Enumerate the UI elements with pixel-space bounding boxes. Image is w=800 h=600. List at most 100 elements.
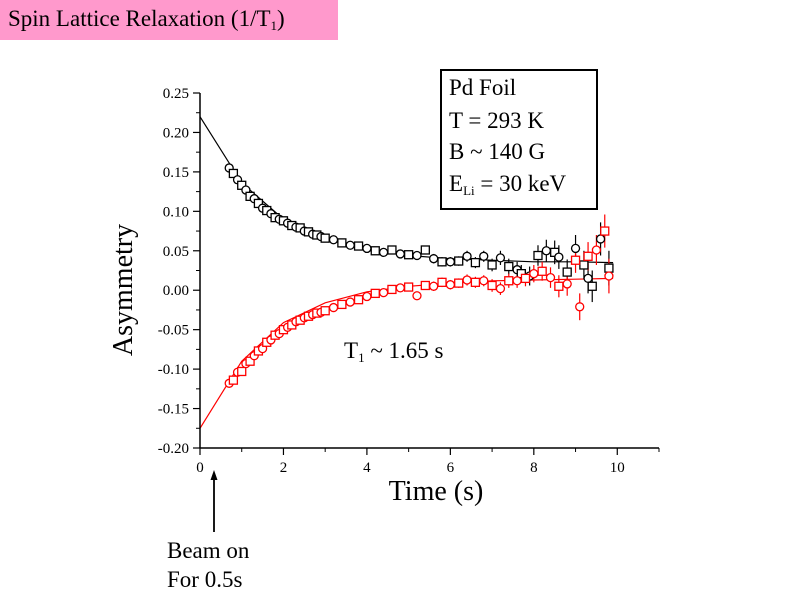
energy-subscript: Li: [463, 183, 475, 198]
energy-symbol: E: [449, 171, 464, 196]
data-point-circle: [495, 283, 506, 294]
data-point-square: [533, 250, 543, 261]
data-point-square: [420, 245, 430, 255]
x-tick-label: 8: [530, 460, 538, 476]
data-point-circle: [562, 279, 572, 289]
data-point-circle: [395, 283, 405, 293]
data-point-circle: [345, 240, 355, 250]
title-banner: Spin Lattice Relaxation (1/T1): [0, 0, 338, 40]
data-point-square: [237, 366, 247, 377]
data-point-square: [554, 281, 564, 291]
data-point-circle: [378, 247, 389, 258]
t1-subscript: 1: [358, 350, 365, 365]
data-point-circle: [462, 275, 472, 285]
tick-labels: 0.25 0.20 0.15 0.10 0.05 0.00 -0.05 -0.10 -0.15 -…: [158, 86, 625, 476]
data-point-circle: [362, 243, 372, 254]
y-tick-label: -0.10: [158, 362, 189, 378]
data-point-circle: [604, 271, 614, 281]
data-point-circle: [554, 252, 564, 262]
data-point-square: [337, 238, 347, 248]
data-point-circle: [445, 257, 456, 267]
data-point-square: [420, 280, 430, 291]
data-point-circle: [541, 246, 551, 256]
data-point-square: [387, 284, 397, 295]
data-point-square: [403, 250, 414, 260]
data-point-circle: [412, 250, 422, 261]
y-tick-label: -0.15: [158, 402, 189, 418]
data-point-square: [353, 295, 364, 305]
data-point-square: [228, 168, 239, 179]
y-axis-title: Asymmetry: [108, 224, 139, 356]
data-point-circle: [479, 276, 489, 286]
data-point-square: [370, 288, 380, 299]
slide-title-close: ): [277, 6, 285, 31]
t1-symbol: T: [344, 338, 359, 363]
data-point-square: [537, 266, 547, 276]
data-point-square: [320, 306, 330, 316]
data-point-square: [520, 273, 531, 284]
data-point-square: [437, 277, 447, 287]
beam-arrow: [210, 470, 218, 532]
data-point-square: [470, 277, 481, 287]
data-point-circle: [595, 234, 606, 244]
data-point-circle: [462, 251, 472, 261]
data-point-square: [600, 226, 610, 236]
data-point-circle: [495, 253, 506, 263]
beam-note-line2: For 0.5s: [167, 567, 243, 592]
energy-value: = 30 keV: [474, 171, 567, 196]
data-point-square: [353, 241, 364, 251]
data-point-square: [583, 251, 593, 261]
beam-note-line1: Beam on: [167, 538, 250, 563]
data-point-circle: [362, 291, 372, 302]
data-point-circle: [545, 272, 556, 283]
x-tick-label: 10: [610, 460, 625, 476]
data-point-square: [604, 263, 614, 273]
x-tick-label: 6: [447, 460, 455, 476]
y-tick-label: -0.20: [158, 441, 189, 457]
data-point-circle: [395, 249, 405, 259]
data-point-circle: [583, 273, 593, 284]
data-point-square: [454, 278, 464, 288]
data-point-square: [587, 281, 597, 291]
slide-title: Spin Lattice Relaxation (1/T1): [8, 6, 285, 34]
data-point-square: [570, 255, 581, 265]
data-point-circle: [378, 287, 389, 298]
sample-info-box: Pd Foil T = 293 K B ~ 140 G ELi = 30 keV: [440, 69, 598, 210]
data-point-square: [562, 267, 572, 277]
data-point-square: [504, 276, 514, 286]
data-markers: [224, 163, 614, 388]
slide-title-main: Spin Lattice Relaxation (1/T: [8, 6, 271, 31]
data-point-circle: [575, 302, 585, 312]
x-tick-label: 0: [196, 460, 204, 476]
data-point-square: [454, 256, 464, 266]
data-point-square: [337, 299, 347, 310]
beam-note: Beam on For 0.5s: [167, 536, 249, 594]
data-point-circle: [429, 254, 439, 264]
y-tick-label: 0.20: [163, 125, 189, 141]
data-point-circle: [591, 245, 602, 255]
x-tick-label: 4: [363, 460, 371, 476]
x-tick-label: 2: [280, 460, 288, 476]
data-point-square: [320, 233, 330, 243]
y-tick-label: 0.10: [163, 204, 189, 220]
data-point-square: [370, 246, 380, 256]
magnetic-field: B ~ 140 G: [449, 139, 546, 164]
t1-value: ~ 1.65 s: [364, 338, 444, 363]
data-point-circle: [529, 269, 539, 279]
data-point-circle: [429, 281, 439, 291]
x-axis-title: Time (s): [389, 476, 484, 507]
slide-title-subscript: 1: [270, 18, 278, 33]
ticks: [193, 92, 660, 455]
beam-arrow-head: [210, 470, 218, 480]
y-tick-label: 0.00: [163, 283, 189, 299]
data-point-square: [487, 260, 497, 270]
data-point-square: [228, 375, 239, 385]
data-point-circle: [328, 235, 339, 245]
data-point-circle: [512, 276, 522, 286]
implantation-energy: ELi = 30 keV: [449, 171, 566, 199]
y-tick-label: 0.05: [163, 244, 189, 260]
data-point-circle: [345, 297, 355, 307]
y-tick-label: 0.15: [163, 165, 189, 181]
t1-annotation: T1 ~ 1.65 s: [344, 338, 443, 366]
